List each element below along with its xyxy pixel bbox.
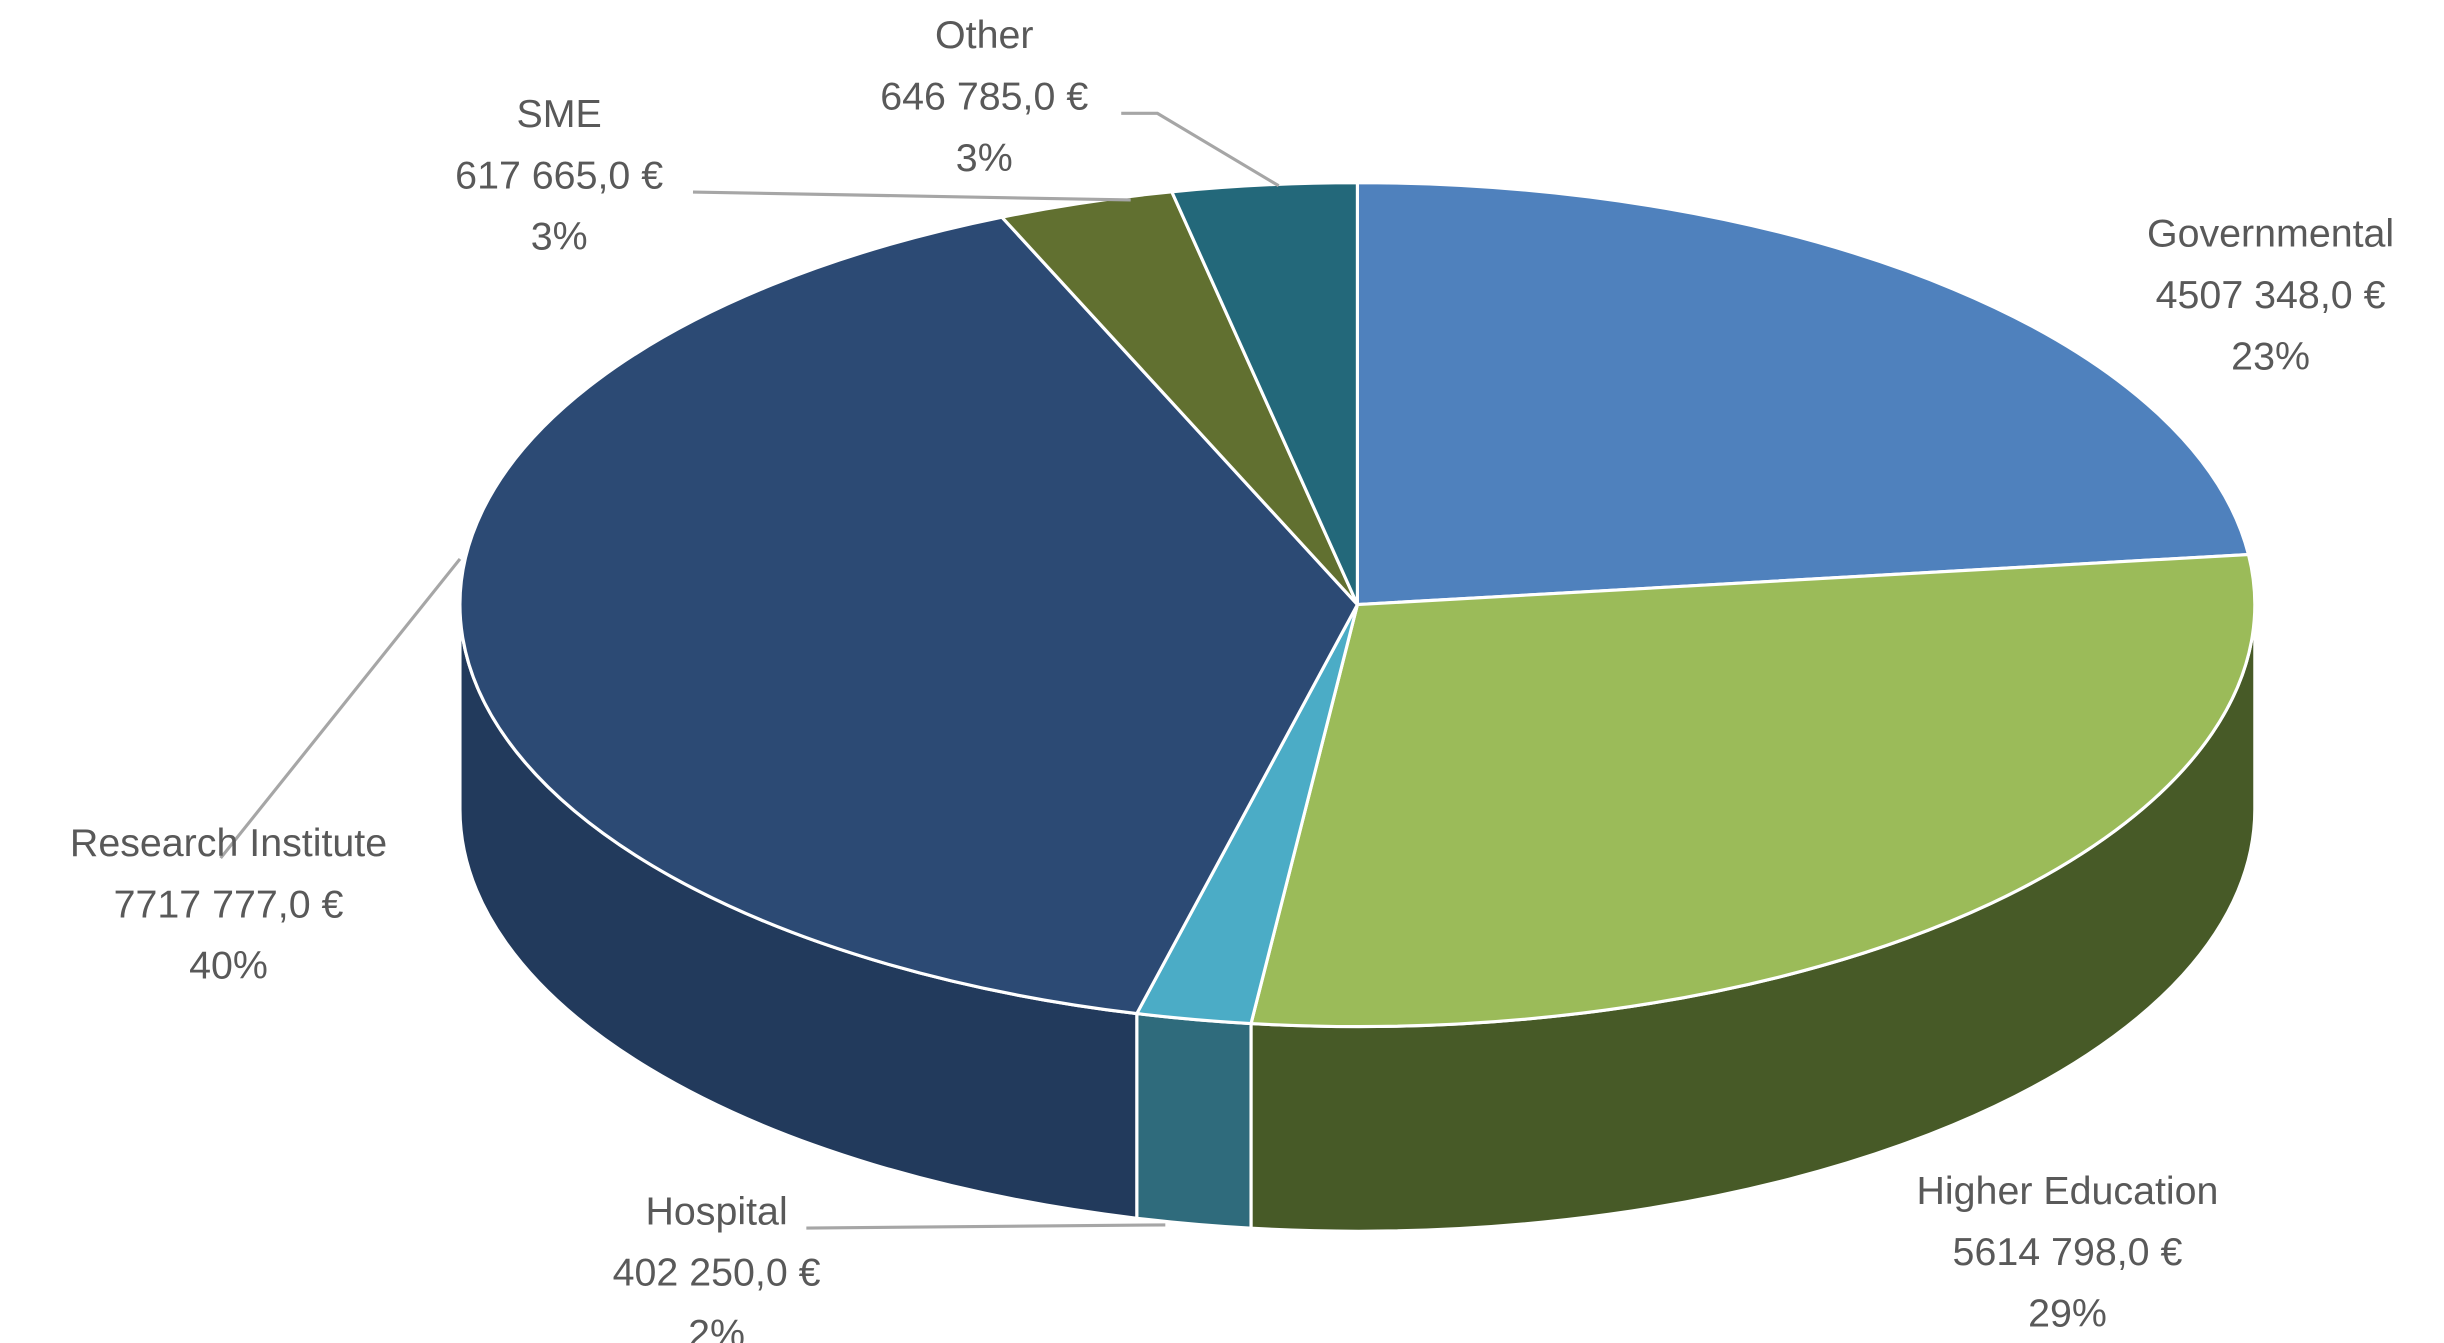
category-label: Research Institute	[70, 821, 387, 865]
slice-side	[1135, 1011, 1253, 1230]
percent-label: 23%	[2231, 334, 2310, 378]
leader-line	[806, 1223, 1166, 1230]
leader-line	[219, 557, 462, 860]
leader-line	[692, 190, 1131, 202]
value-label: 402 250,0 €	[613, 1251, 821, 1295]
slice	[458, 215, 1360, 1016]
slice	[1169, 181, 1359, 606]
percent-label: 3%	[531, 215, 588, 259]
percent-label: 29%	[2028, 1292, 2107, 1336]
category-label: Governmental	[2147, 212, 2394, 256]
slice	[1249, 552, 2257, 1029]
value-label: 617 665,0 €	[455, 153, 663, 197]
percent-label: 40%	[189, 944, 268, 988]
value-label: 7717 777,0 €	[114, 882, 344, 926]
slice	[1355, 181, 2251, 607]
category-label: Other	[935, 13, 1033, 57]
value-label: 5614 798,0 €	[1953, 1230, 2183, 1274]
percent-label: 3%	[956, 136, 1013, 180]
leader-line	[1121, 111, 1280, 188]
value-label: 4507 348,0 €	[2156, 273, 2386, 317]
category-label: Higher Education	[1916, 1169, 2218, 1213]
percent-label: 2%	[688, 1312, 745, 1343]
category-label: SME	[517, 92, 602, 136]
category-label: Hospital	[646, 1189, 788, 1233]
value-label: 646 785,0 €	[880, 75, 1088, 119]
